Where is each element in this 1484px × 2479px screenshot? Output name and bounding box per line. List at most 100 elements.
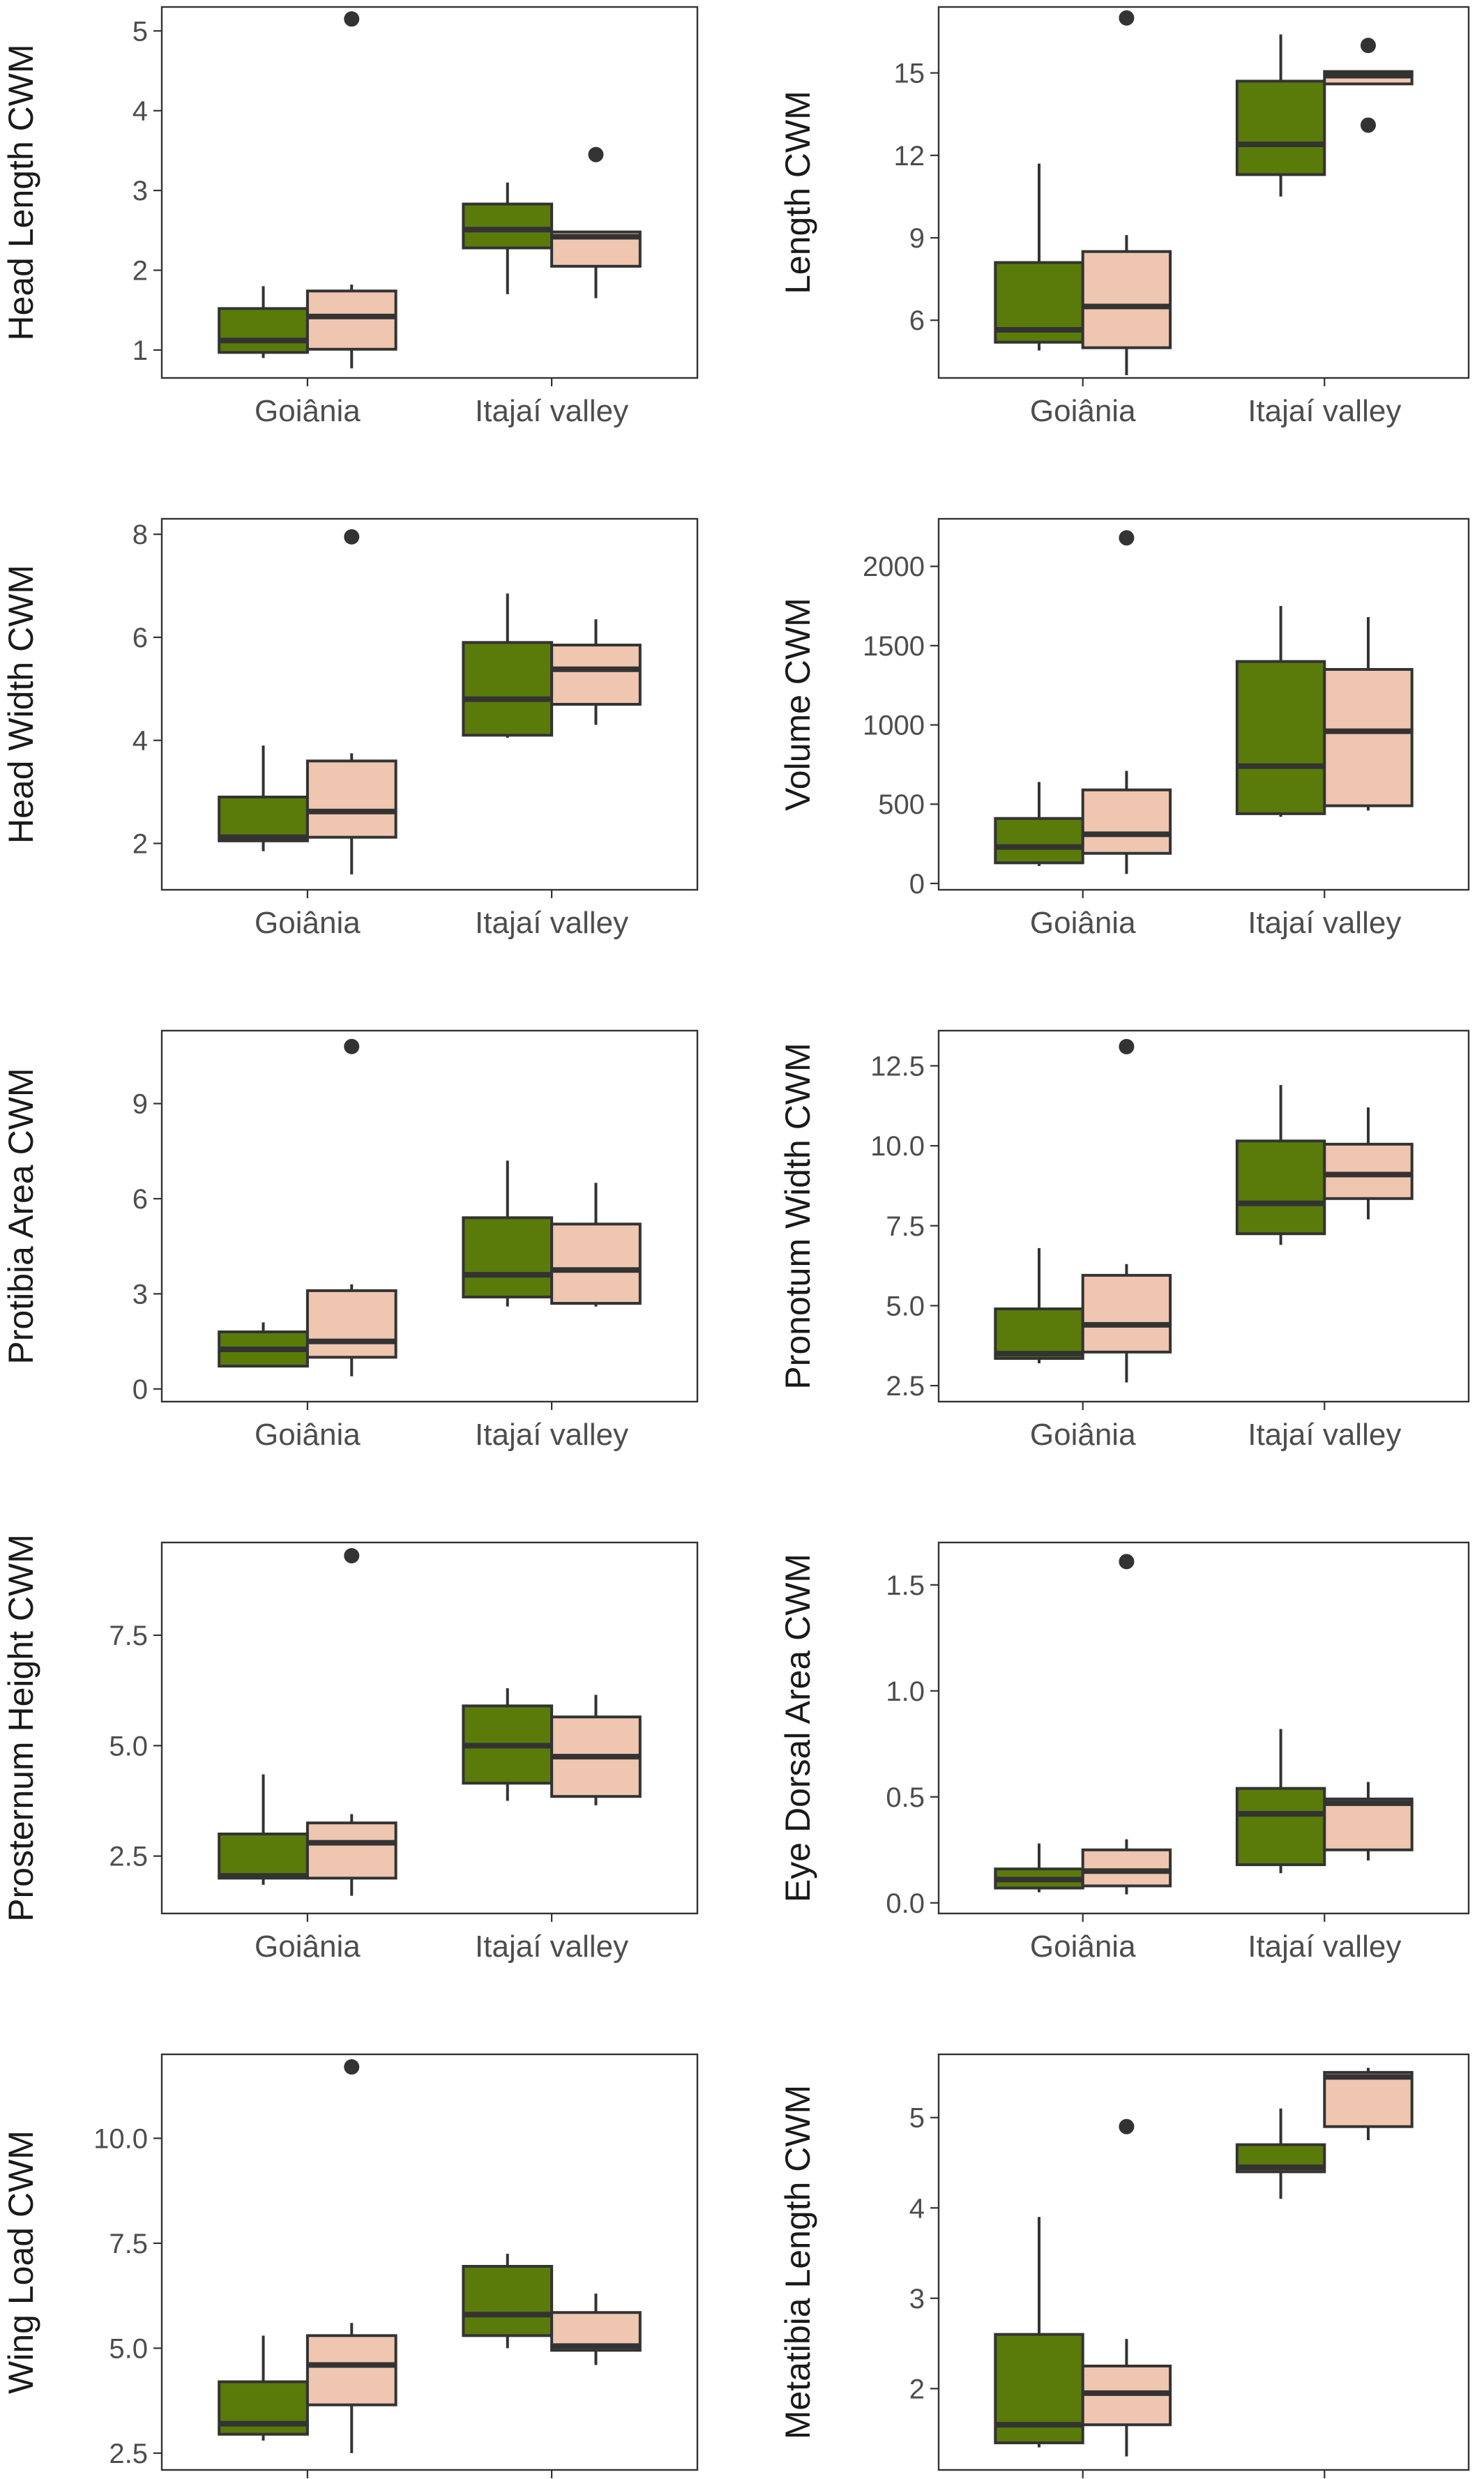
box-peach-itajai [1323,38,1414,133]
box-peach-itajai [550,1695,642,1805]
box-green-itajai [1235,1729,1326,1874]
outlier-point [1360,117,1376,133]
x-tick-label: Goiânia [255,394,361,428]
box-body [218,796,309,842]
y-axis-title: Prosternum Height CWM [1,1534,40,1922]
outlier-point [344,11,360,27]
box-peach-itajai [550,146,642,298]
y-tick-label: 8 [132,520,148,550]
y-tick-label: 0.0 [886,1888,925,1919]
box-body [305,1821,397,1880]
x-tick-label: Goiânia [1030,1418,1136,1452]
box-peach-goiania [1081,1554,1172,1895]
box-green-goiania [994,1248,1084,1363]
outlier-point [588,146,604,162]
box-body [1323,1142,1414,1200]
y-tick-label: 2.5 [109,2439,148,2469]
y-axis-title: Volume CWM [778,598,817,811]
box-green-itajai [462,593,554,738]
box-body [1081,1848,1172,1888]
box-body [1323,2070,1414,2128]
y-tick-label: 0 [909,869,925,900]
x-tick-label: Goiânia [255,906,361,940]
box-green-itajai [1235,606,1326,817]
y-axis-title: Head Width CWM [1,565,40,844]
y-tick-label: 3 [132,1279,148,1310]
box-body [218,307,309,354]
x-tick-label: Goiânia [1030,1930,1136,1964]
box-green-itajai [462,182,554,294]
y-tick-label: 6 [132,1184,148,1215]
y-axis-title: Head Length CWM [1,44,40,340]
box-body [994,1307,1084,1360]
plot-frame [937,1541,1470,1915]
box-body [462,202,554,250]
x-tick-label: Itajaí valley [475,394,628,428]
y-axis-title: Protibia Area CWM [1,1068,40,1364]
x-tick-label: Itajaí valley [475,1418,628,1452]
box-body [994,817,1084,865]
box-peach-goiania [1081,2118,1172,2457]
box-body [550,1222,642,1305]
x-tick-label: Itajaí valley [475,906,628,940]
outlier-point [1119,530,1135,546]
y-tick-label: 1.5 [886,1570,925,1601]
box-body [462,2265,554,2337]
y-tick-label: 7.5 [886,1211,925,1242]
box-peach-itajai [1323,616,1414,811]
box-green-goiania [218,1774,309,1885]
x-tick-label: Goiânia [255,1930,361,1964]
box-green-goiania [218,745,309,851]
box-peach-goiania [305,529,397,874]
box-body [462,1216,554,1298]
y-tick-label: 6 [132,623,148,653]
box-body [1235,1787,1326,1867]
y-tick-label: 1 [132,335,148,366]
box-peach-goiania [305,1548,397,1896]
box-body [305,289,397,351]
y-tick-label: 5 [909,2103,925,2134]
y-tick-label: 1.0 [886,1676,925,1707]
outlier-point [1360,38,1376,54]
outlier-point [344,1038,360,1054]
box-body [1235,79,1326,176]
box-green-goiania [218,2335,309,2441]
box-body [305,1289,397,1359]
box-body [1235,660,1326,815]
outlier-point [1119,10,1135,26]
y-tick-label: 5.0 [109,2333,148,2364]
y-tick-label: 9 [132,1089,148,1120]
y-tick-label: 4 [132,726,148,757]
box-green-itajai [1235,2108,1326,2199]
box-green-goiania [218,1322,309,1368]
y-axis-title: Pronotum Width CWM [778,1043,817,1389]
box-green-itajai [462,2253,554,2349]
box-peach-itajai [550,1183,642,1307]
y-tick-label: 7.5 [109,2229,148,2259]
outlier-point [344,1548,360,1563]
outlier-point [344,2059,360,2075]
y-tick-label: 500 [878,789,925,820]
x-tick-label: Itajaí valley [475,1930,628,1964]
box-body [1235,1139,1326,1236]
y-tick-label: 10.0 [870,1131,925,1162]
outlier-point [1119,2118,1135,2135]
x-tick-label: Goiânia [255,1418,361,1452]
y-tick-label: 9 [909,223,925,254]
y-axis-title: Length CWM [778,91,817,294]
y-tick-label: 2 [132,256,148,287]
box-green-itajai [462,1160,554,1307]
box-body [1081,788,1172,855]
y-axis-title: Metatibia Length CWM [778,2085,817,2440]
y-tick-label: 1000 [863,711,925,741]
outlier-point [1119,1554,1135,1570]
